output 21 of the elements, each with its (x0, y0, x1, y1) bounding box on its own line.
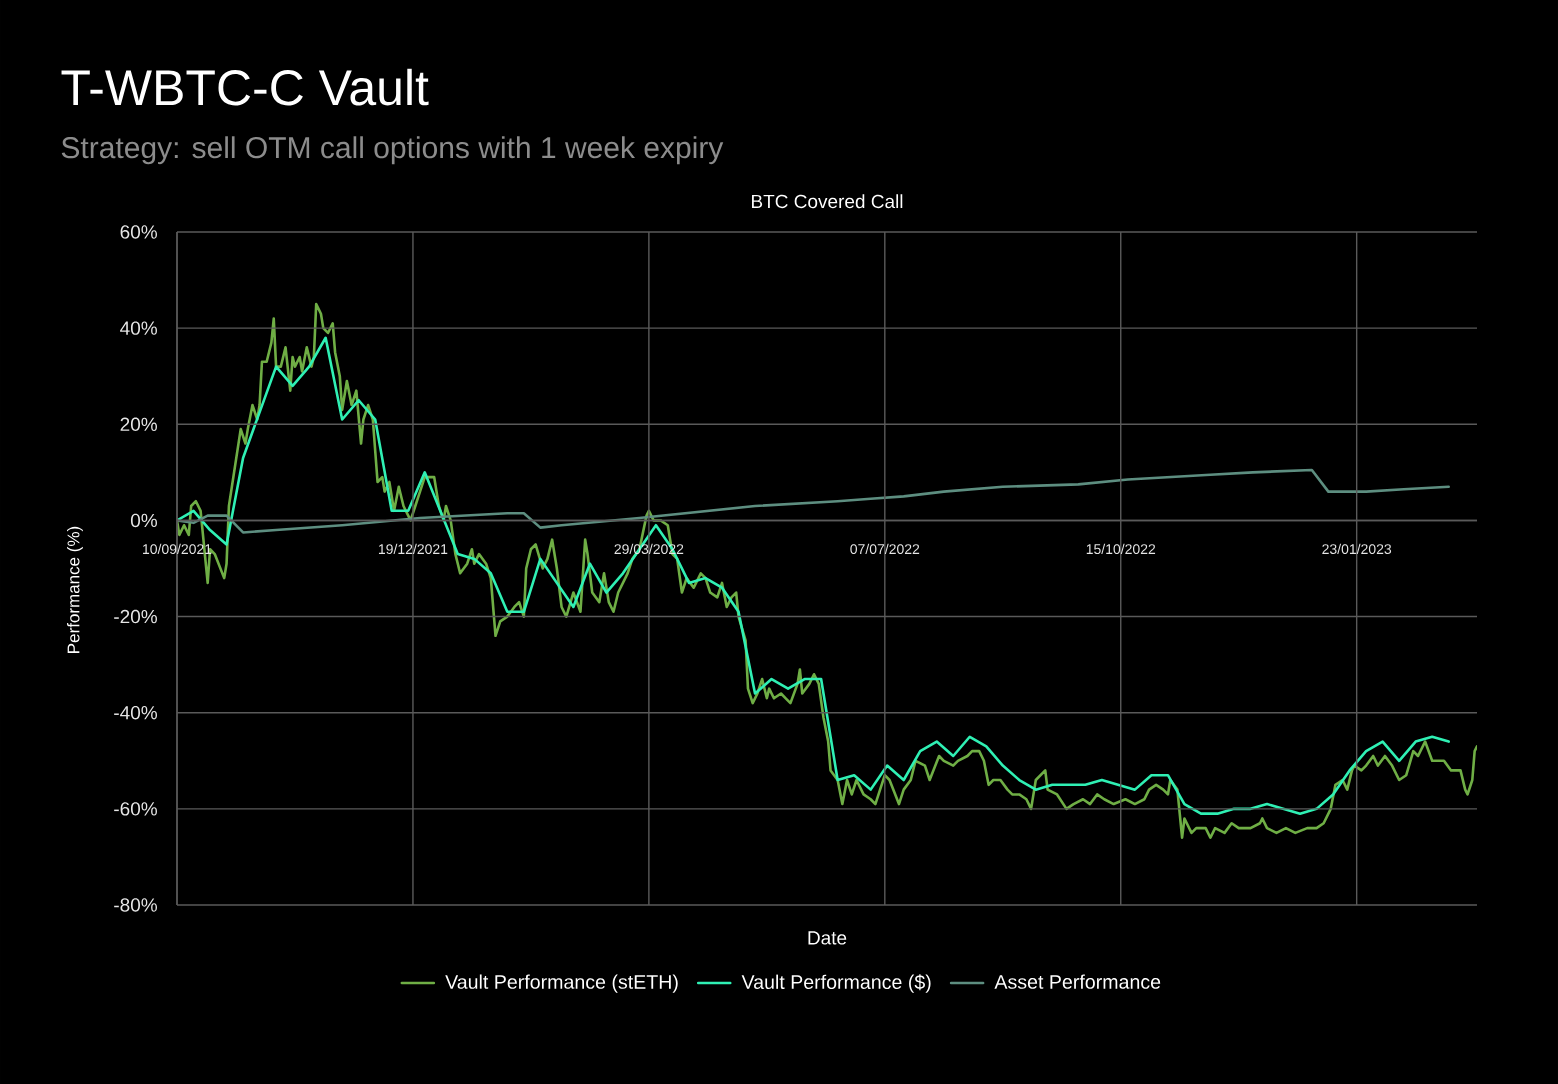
y-tick-label: 0% (130, 513, 157, 528)
text: BTC Covered Call (752, 194, 903, 209)
y-tick-label: -40% (114, 705, 157, 720)
x-axis-title: Date (808, 931, 847, 945)
y-tick-label: 40% (120, 321, 157, 335)
y-tick-label: -20% (114, 609, 157, 624)
y-tick-label: -80% (114, 898, 157, 912)
chart-subtitle: Strategy: sell OTM call options with 1 week expiry (61, 136, 724, 165)
x-tick-label: 23/01/2023 (1322, 543, 1392, 555)
x-tick-label: 07/07/2022 (850, 543, 920, 555)
line-series (177, 468, 1450, 534)
x-tick-label: 19/12/2021 (378, 543, 448, 555)
legend-label: Vault Performance ($) (741, 974, 931, 993)
y-tick-label: -60% (114, 802, 157, 816)
y-tick-label: 20% (120, 417, 157, 432)
chart-title: T-WBTC-C Vault (61, 68, 429, 106)
y-axis-title: Performance (%) (67, 526, 83, 653)
y-tick-label: 60% (120, 225, 157, 239)
legend-label: Vault Performance (stETH) (445, 974, 678, 993)
legend-label: Asset Performance (994, 974, 1161, 989)
x-tick-label: 15/10/2022 (1086, 543, 1156, 555)
